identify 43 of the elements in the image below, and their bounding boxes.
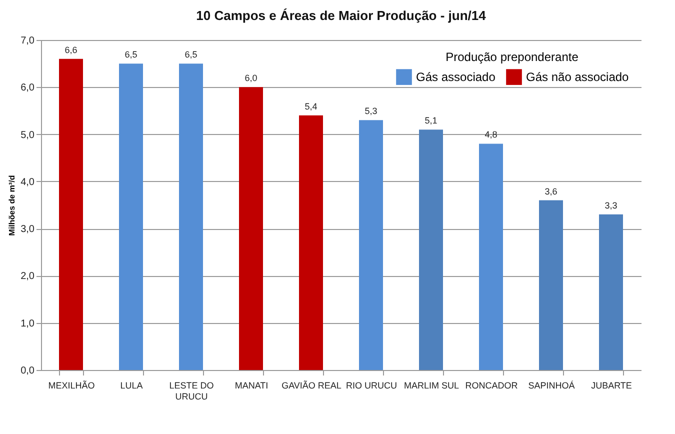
bar	[299, 115, 323, 370]
data-label: 5,1	[424, 116, 438, 126]
y-tick-label: 3,0	[20, 224, 35, 236]
y-tick-label: 1,0	[20, 318, 35, 330]
x-tick-label: MANATI	[234, 380, 268, 390]
x-tick-label: LESTE DO URUCU	[169, 380, 214, 402]
data-label: 6,0	[244, 73, 258, 84]
chart-title: 10 Campos e Áreas de Maior Produção - jun/14	[196, 8, 487, 23]
bar	[179, 64, 203, 370]
x-tick-label: RIO URUCU	[346, 380, 397, 390]
x-tick-label: RONCADOR	[465, 380, 518, 390]
data-label: 3,6	[544, 186, 558, 196]
data-label: 5,4	[304, 101, 318, 112]
bar	[479, 144, 503, 370]
y-tick-label: 5,0	[20, 130, 35, 141]
y-tick-label: 6,0	[20, 82, 35, 94]
bar	[119, 64, 143, 370]
legend-label: Gás associado	[416, 70, 496, 84]
y-tick-label: 4,0	[20, 176, 35, 188]
bar	[59, 58, 83, 370]
x-tick-label: LULA	[120, 380, 143, 390]
data-label: 6,5	[124, 50, 138, 60]
bar	[239, 87, 263, 370]
data-label: 6,5	[184, 50, 198, 60]
y-tick-label: 2,0	[20, 271, 35, 282]
bar	[419, 130, 443, 370]
data-label: 5,3	[364, 106, 378, 116]
x-tick-label: MARLIM SUL	[404, 380, 460, 390]
x-tick-label: GAVIÃO REAL	[282, 380, 342, 390]
bar	[359, 120, 383, 370]
data-label: 3,3	[604, 200, 618, 210]
y-tick-label: 0,0	[20, 366, 35, 376]
x-tick-label: MEXILHÃO	[48, 380, 95, 390]
data-label: 6,6	[64, 44, 78, 55]
bar	[539, 200, 563, 370]
y-axis-title: Milhões de m³/d	[8, 175, 17, 236]
y-tick-label: 7,0	[20, 36, 35, 46]
legend-title: Produção preponderante	[446, 50, 579, 64]
x-tick-label: JUBARTE	[591, 380, 632, 390]
bar	[599, 214, 623, 370]
x-tick-label: SAPINHOÁ	[528, 380, 575, 390]
legend-label: Gás não associado	[526, 70, 630, 84]
data-label: 4,8	[484, 130, 498, 140]
